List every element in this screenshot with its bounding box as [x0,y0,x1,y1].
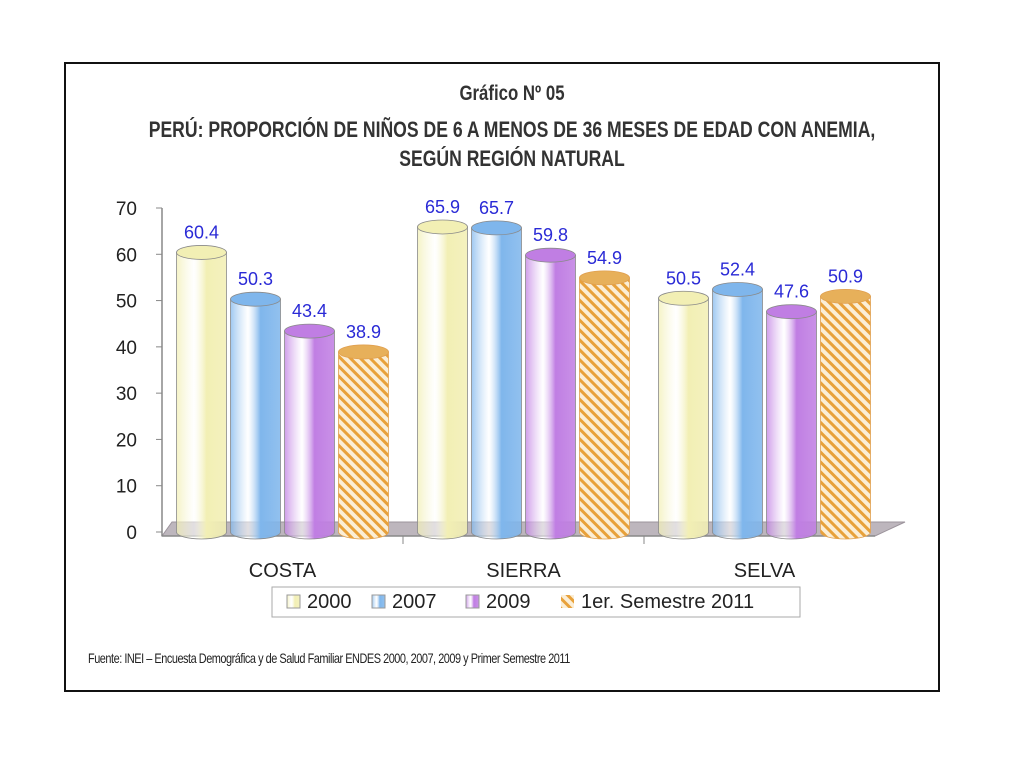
bar-top [766,304,817,320]
data-label: 65.9 [425,197,460,217]
bar [766,304,817,540]
legend-label: 1er. Semestre 2011 [581,591,754,613]
y-tick-label: 70 [116,199,137,220]
bar-body [338,351,389,540]
bar-body [471,227,522,540]
legend-swatch [465,594,480,609]
bar [525,247,576,540]
y-tick-label: 0 [126,523,137,544]
data-label: 38.9 [346,322,381,342]
bar-body [525,254,576,540]
bar [658,290,709,540]
bar [284,323,335,540]
bar-top [417,219,468,235]
bar-top [658,290,709,306]
bar-body [176,252,227,540]
legend-label: 2000 [307,591,352,613]
chart-subtitle: SEGÚN REGIÓN NATURAL [399,146,625,171]
bar [712,282,763,540]
bar [230,291,281,540]
bar-top [338,344,389,360]
data-label: 59.8 [533,225,568,245]
chart-title: PERÚ: PROPORCIÓN DE NIÑOS DE 6 A MENOS D… [148,117,876,142]
y-tick-label: 60 [116,245,137,266]
bar-body [820,296,871,540]
bar-body [658,297,709,540]
data-label: 52.4 [720,259,755,279]
bar-top [176,245,227,260]
legend-label: 2007 [392,591,437,613]
legend: 2000 2007 2009 1er. Semestre 2011 [271,586,801,618]
data-label: 54.9 [587,248,622,268]
legend-box [271,586,801,618]
data-label: 50.5 [666,268,701,288]
data-label: 50.3 [238,269,273,289]
y-tick-label: 10 [116,477,137,498]
y-tick-label: 30 [116,384,137,405]
y-tick-label: 50 [116,292,137,313]
data-label: 47.6 [774,282,809,302]
chart-title-number: Gráfico Nº 05 [459,82,565,105]
bar [579,270,630,540]
bar-body [712,289,763,540]
legend-label: 2009 [486,591,531,613]
bar-body [766,311,817,540]
bar [820,289,871,540]
bar-top [284,323,335,339]
bar-body [579,277,630,540]
bar-top [230,291,281,307]
bar [417,219,468,540]
data-label: 43.4 [292,301,327,321]
source-note: Fuente: INEI – Encuesta Demográfica y de… [88,650,570,666]
data-label: 50.9 [828,266,863,286]
data-label: 65.7 [479,198,514,218]
bar-top [525,247,576,263]
bar [471,220,522,540]
data-label: 60.4 [184,222,219,242]
bar-top [579,270,630,286]
legend-swatch [286,594,301,609]
bar-body [284,330,335,540]
y-tick-label: 20 [116,430,137,451]
bar [176,245,227,540]
legend-swatch [371,594,386,609]
x-tick-label: SELVA [734,560,796,582]
y-tick-label: 40 [116,338,137,359]
bar-top [471,220,522,236]
bar-body [230,298,281,540]
x-tick-label: SIERRA [486,560,561,582]
bar-top [712,282,763,297]
x-tick-label: COSTA [249,560,317,582]
bar-body [417,226,468,540]
bar [338,344,389,540]
bar-top [820,289,871,304]
legend-swatch [561,595,574,608]
